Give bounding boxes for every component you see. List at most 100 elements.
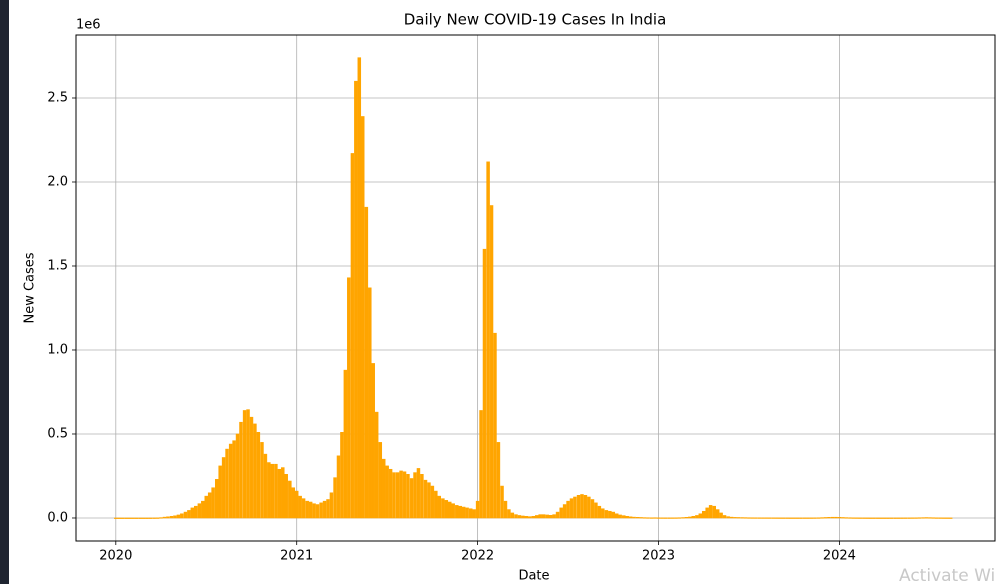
bar — [931, 517, 936, 519]
bar — [868, 517, 873, 519]
bar — [357, 57, 362, 519]
bar — [472, 509, 476, 519]
bar — [862, 517, 866, 519]
bar — [322, 500, 327, 519]
bar — [914, 517, 918, 519]
bar — [757, 517, 762, 519]
bar — [844, 517, 849, 519]
bar — [468, 508, 473, 519]
bar — [493, 332, 497, 519]
bar — [249, 416, 254, 519]
bar — [893, 517, 897, 519]
bar — [360, 116, 365, 519]
bar — [896, 517, 901, 519]
bar — [267, 462, 271, 519]
bar — [482, 248, 487, 519]
bar — [729, 516, 734, 519]
bar — [246, 409, 250, 519]
bar — [354, 80, 358, 519]
bar — [211, 487, 215, 519]
bar — [851, 517, 856, 519]
window-edge — [0, 0, 9, 584]
bar — [336, 455, 341, 519]
bar — [573, 496, 577, 519]
bar — [406, 474, 410, 519]
bar — [900, 517, 904, 519]
bar — [201, 500, 205, 519]
bar — [423, 479, 428, 519]
bar — [594, 502, 598, 519]
bar — [924, 517, 929, 519]
bar — [169, 516, 174, 519]
bar — [841, 517, 845, 519]
bar — [820, 517, 824, 519]
bar — [253, 423, 257, 519]
bar — [162, 516, 167, 519]
bar — [448, 501, 452, 519]
bar — [517, 515, 522, 519]
bar — [660, 517, 664, 519]
bar — [740, 517, 744, 519]
bar — [385, 465, 389, 519]
bar — [639, 517, 643, 519]
bar — [681, 517, 685, 519]
bar — [761, 517, 765, 519]
bar — [180, 513, 184, 519]
y-tick-label: 0.0 — [47, 510, 68, 525]
bar — [827, 517, 831, 519]
bars — [114, 57, 953, 519]
bar — [503, 500, 508, 519]
bar — [190, 507, 195, 519]
bar — [695, 515, 699, 519]
bar — [775, 517, 779, 519]
bar — [781, 517, 786, 519]
bar — [653, 517, 657, 519]
bar — [921, 517, 925, 519]
bar — [416, 468, 421, 519]
bar — [806, 517, 810, 519]
bar — [461, 506, 466, 519]
bar — [381, 458, 386, 519]
bar — [500, 485, 504, 519]
bar — [618, 514, 622, 519]
bar — [848, 517, 852, 519]
bar — [771, 517, 776, 519]
bar — [809, 517, 814, 519]
bar — [347, 277, 351, 519]
bar — [792, 517, 796, 519]
watermark: Activate Wi — [899, 566, 995, 584]
bar — [608, 510, 612, 519]
bar — [628, 516, 633, 519]
bar — [514, 514, 518, 519]
y-offset-label: 1e6 — [76, 18, 101, 33]
y-axis-label: New Cases — [23, 252, 38, 323]
bar — [903, 517, 908, 519]
bar — [535, 515, 539, 519]
bar — [649, 517, 654, 519]
bar — [315, 504, 320, 519]
bar — [152, 517, 156, 519]
bar — [858, 517, 862, 519]
bar — [823, 517, 828, 519]
chart-title: Daily New COVID-19 Cases In India — [404, 11, 667, 29]
y-tick-label: 1.5 — [47, 258, 68, 273]
bar — [413, 472, 417, 519]
bar — [183, 511, 188, 519]
bar — [197, 503, 202, 519]
bar — [114, 517, 118, 519]
bar — [601, 508, 605, 519]
bar — [270, 463, 275, 519]
bar — [712, 505, 716, 519]
plot-frame — [75, 34, 996, 542]
bar — [548, 514, 553, 519]
bar — [635, 517, 640, 519]
bar — [489, 205, 494, 519]
bar — [298, 495, 302, 519]
bar — [308, 501, 313, 519]
bar — [148, 517, 153, 519]
bar — [187, 510, 191, 519]
bar — [242, 410, 247, 519]
bar — [580, 494, 584, 519]
bar — [326, 499, 330, 519]
bar — [343, 369, 348, 519]
